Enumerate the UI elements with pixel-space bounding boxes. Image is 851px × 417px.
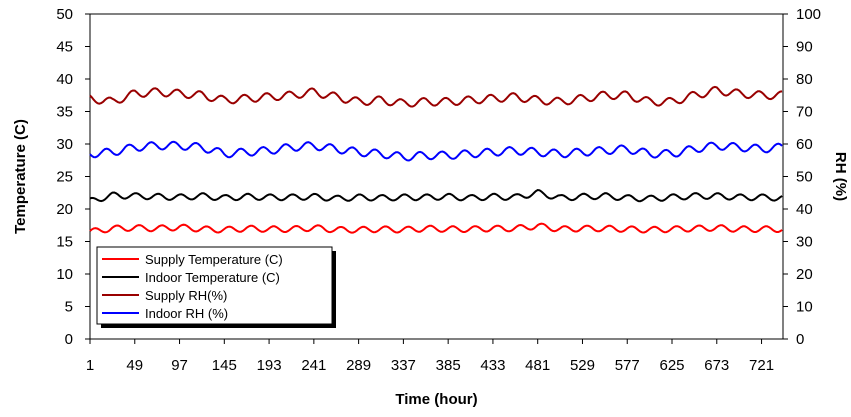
y-right-tick-label: 10 xyxy=(796,299,813,316)
x-tick-label: 1 xyxy=(86,357,94,374)
x-tick-label: 433 xyxy=(480,357,505,374)
x-axis-title: Time (hour) xyxy=(395,391,477,408)
x-tick-label: 337 xyxy=(391,357,416,374)
y-axis-left-title: Temperature (C) xyxy=(12,119,29,234)
y-right-tick-label: 20 xyxy=(796,266,813,283)
y-right-tick-label: 70 xyxy=(796,104,813,121)
y-right-tick-label: 60 xyxy=(796,136,813,153)
y-right-tick-label: 80 xyxy=(796,71,813,88)
x-tick-label: 193 xyxy=(257,357,282,374)
y-right-tick-label: 30 xyxy=(796,234,813,251)
x-tick-label: 481 xyxy=(525,357,550,374)
y-left-tick-label: 20 xyxy=(56,201,73,218)
x-tick-label: 385 xyxy=(436,357,461,374)
x-tick-label: 673 xyxy=(704,357,729,374)
x-tick-label: 721 xyxy=(749,357,774,374)
y-left-tick-label: 40 xyxy=(56,71,73,88)
x-tick-label: 145 xyxy=(212,357,237,374)
y-left-tick-label: 15 xyxy=(56,234,73,251)
y-right-tick-label: 90 xyxy=(796,39,813,56)
series-line-4 xyxy=(89,140,783,162)
y-left-tick-label: 30 xyxy=(56,136,73,153)
y-right-tick-label: 0 xyxy=(796,331,804,348)
legend-label-3: Supply RH(%) xyxy=(145,288,227,303)
y-right-tick-label: 40 xyxy=(796,201,813,218)
y-left-tick-label: 35 xyxy=(56,104,73,121)
y-left-tick-label: 10 xyxy=(56,266,73,283)
x-tick-label: 529 xyxy=(570,357,595,374)
y-left-tick-label: 0 xyxy=(65,331,73,348)
x-tick-label: 289 xyxy=(346,357,371,374)
x-tick-label: 577 xyxy=(615,357,640,374)
legend-label-2: Indoor Temperature (C) xyxy=(145,270,280,285)
x-tick-label: 241 xyxy=(301,357,326,374)
series-line-3 xyxy=(89,85,783,108)
x-tick-label: 97 xyxy=(171,357,188,374)
y-left-tick-label: 5 xyxy=(65,299,73,316)
y-left-tick-label: 25 xyxy=(56,169,73,186)
legend-label-4: Indoor RH (%) xyxy=(145,306,228,321)
y-axis-right-title: RH (%) xyxy=(832,152,849,201)
y-left-tick-label: 45 xyxy=(56,39,73,56)
legend-label-1: Supply Temperature (C) xyxy=(145,252,283,267)
y-right-tick-label: 100 xyxy=(796,6,821,23)
y-left-tick-label: 50 xyxy=(56,6,73,23)
series-line-1 xyxy=(89,222,783,234)
x-tick-label: 49 xyxy=(126,357,143,374)
series-line-2 xyxy=(89,188,783,203)
x-tick-label: 625 xyxy=(659,357,684,374)
y-right-tick-label: 50 xyxy=(796,169,813,186)
